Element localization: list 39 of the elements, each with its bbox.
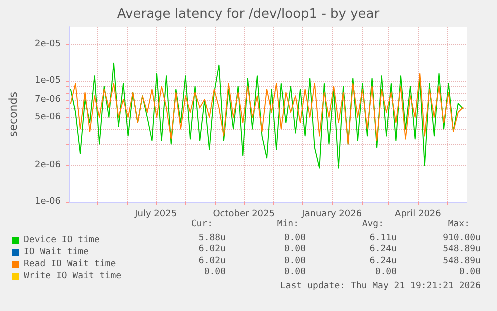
y-tick-label: 5e-06 (35, 112, 62, 122)
legend-label: Read IO Wait time (24, 260, 116, 270)
text: 0.00 (204, 268, 226, 278)
text: 0.00 (459, 268, 481, 278)
text: 6.24u (370, 256, 397, 266)
text: 910.00u (443, 234, 481, 244)
line-series (70, 73, 464, 145)
legend-label: Write IO Wait time (24, 272, 122, 282)
text: Last update: Thu May 21 19:21:21 2026 (280, 282, 481, 292)
y-tick-label: 2e-05 (35, 40, 61, 50)
text: 6.02u (198, 244, 226, 254)
text: 0.00 (284, 256, 306, 266)
text: 6.11u (370, 234, 397, 244)
text: Cur: (191, 220, 213, 230)
text: 0.00 (284, 268, 306, 278)
text: Min: (277, 220, 299, 230)
text: 0.00 (284, 234, 306, 244)
text: Max: (448, 220, 470, 230)
text: 0.00 (375, 268, 397, 278)
y-tick-label: 2e-06 (35, 160, 62, 171)
text: 5.88u (198, 234, 226, 244)
text: 548.89u (443, 256, 481, 266)
text: 0.00 (284, 244, 306, 254)
x-tick-label: January 2026 (301, 210, 362, 220)
text: 6.24u (370, 244, 397, 254)
line-series (70, 62, 464, 169)
legend-label: Device IO time (24, 236, 100, 246)
y-tick-label: 1e-05 (35, 76, 61, 86)
y-tick-label: 1e-06 (35, 197, 62, 207)
chart-title: Average latency for /dev/loop1 - by year (117, 7, 380, 22)
text: 548.89u (443, 244, 481, 254)
y-tick-label: 7e-06 (35, 94, 62, 105)
legend-label: IO Wait time (24, 248, 90, 258)
x-tick-label: July 2025 (134, 210, 178, 220)
text: 6.02u (198, 256, 226, 266)
text: Avg: (362, 220, 384, 230)
x-tick-label: October 2025 (213, 210, 275, 220)
y-axis-title: seconds (7, 92, 20, 137)
x-tick-label: April 2026 (395, 210, 442, 220)
